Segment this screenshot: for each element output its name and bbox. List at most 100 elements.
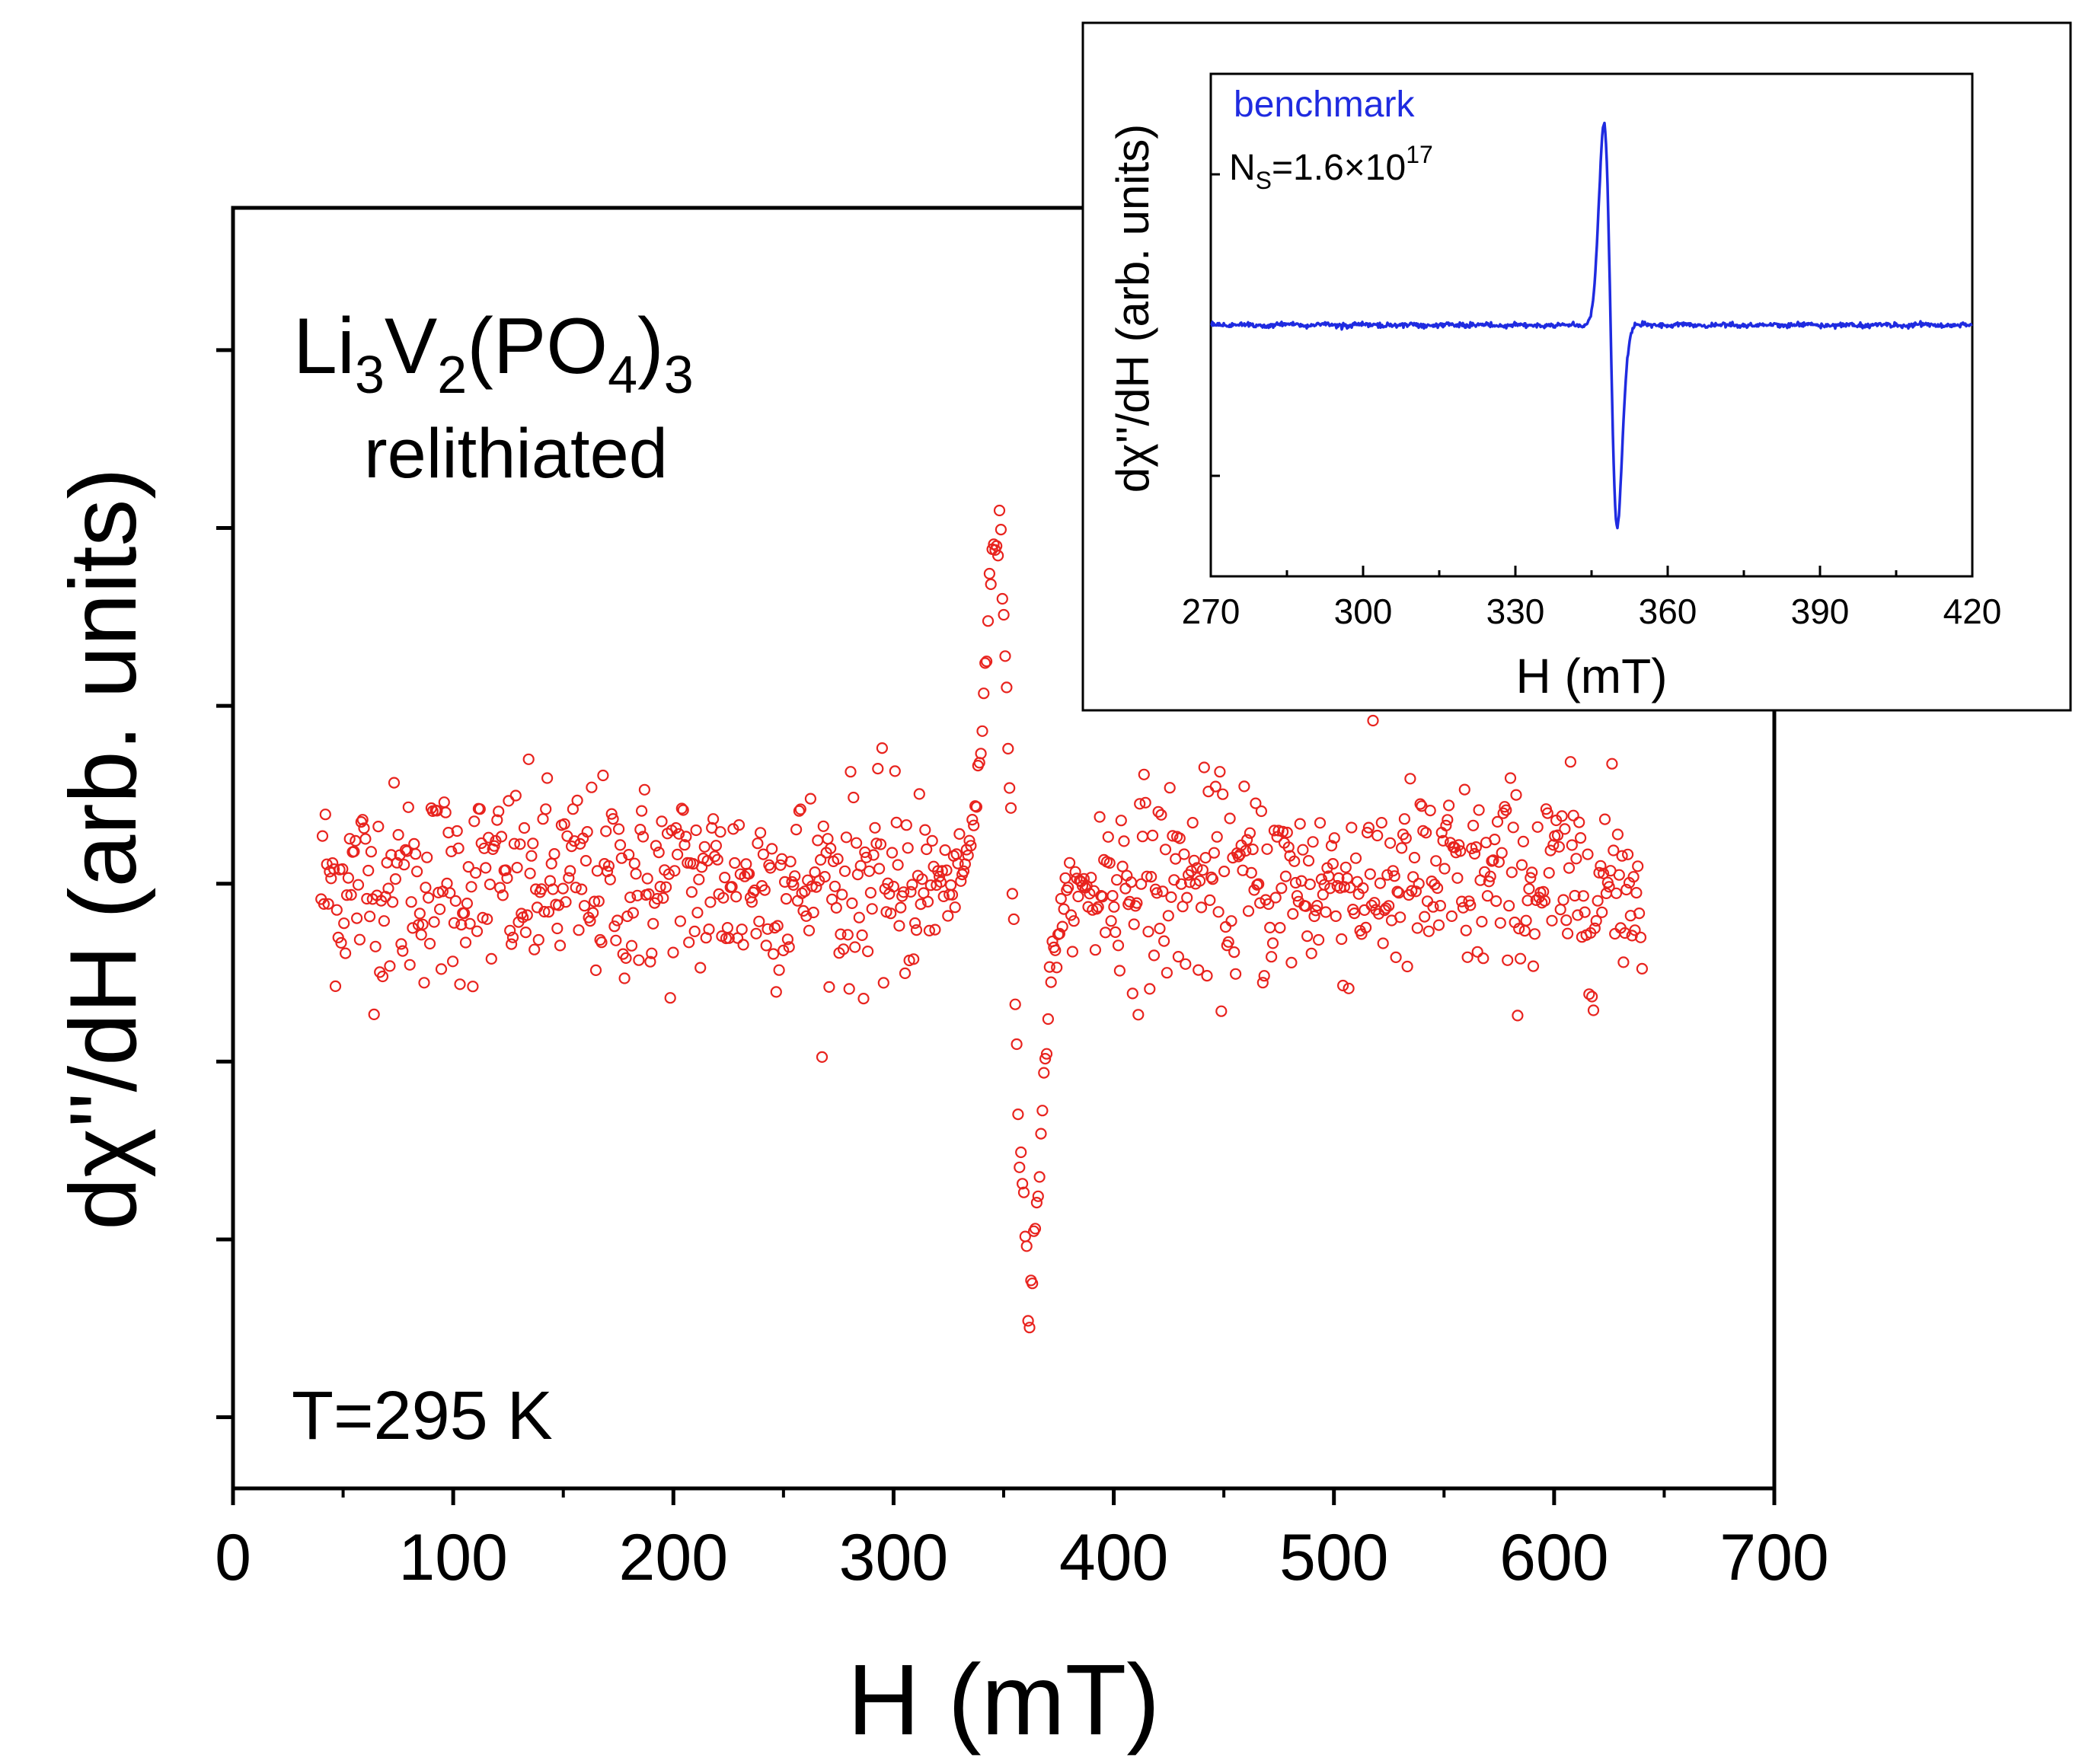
inset-x-tick-label: 420 xyxy=(1943,592,2002,631)
data-point xyxy=(1063,856,1076,869)
data-point xyxy=(1214,766,1226,778)
data-point xyxy=(1424,804,1436,817)
data-point xyxy=(873,863,886,875)
data-point xyxy=(654,880,666,893)
data-point xyxy=(439,806,452,818)
data-point xyxy=(1328,832,1340,844)
data-point xyxy=(825,842,837,855)
data-point xyxy=(1144,983,1156,995)
data-point xyxy=(1566,839,1578,851)
data-point xyxy=(1510,789,1522,801)
data-point xyxy=(1484,870,1496,882)
data-point xyxy=(1265,951,1278,963)
data-point xyxy=(807,906,819,919)
data-point xyxy=(1218,865,1231,878)
data-point xyxy=(1300,900,1312,912)
data-point xyxy=(343,833,356,845)
data-point xyxy=(932,865,944,877)
data-point xyxy=(966,813,979,826)
data-point xyxy=(806,880,818,892)
data-point xyxy=(1193,964,1205,976)
data-point xyxy=(762,923,774,935)
data-point xyxy=(1017,1186,1030,1198)
data-point xyxy=(564,865,576,877)
data-point xyxy=(1011,1038,1023,1051)
data-point xyxy=(1180,958,1192,970)
data-point xyxy=(1170,853,1182,865)
data-point xyxy=(921,895,934,908)
data-point xyxy=(335,936,347,949)
data-point xyxy=(1116,860,1129,872)
data-point xyxy=(1384,837,1397,849)
data-point xyxy=(939,844,951,856)
data-point xyxy=(996,592,1008,605)
data-point xyxy=(840,831,853,844)
data-point xyxy=(754,827,767,839)
data-point xyxy=(1315,873,1328,885)
data-point xyxy=(1016,1178,1029,1190)
data-point xyxy=(1152,805,1164,818)
data-point xyxy=(1305,947,1317,959)
data-point xyxy=(1431,882,1444,895)
data-point xyxy=(991,550,1004,562)
main-x-tick-label: 0 xyxy=(215,1521,251,1594)
data-point xyxy=(624,892,637,904)
data-point xyxy=(618,972,631,984)
data-point xyxy=(953,828,966,841)
data-point xyxy=(356,814,369,826)
data-point xyxy=(461,897,474,910)
data-point xyxy=(929,923,941,936)
data-point xyxy=(385,849,398,861)
data-point xyxy=(465,881,477,893)
data-point xyxy=(1336,979,1349,992)
data-point xyxy=(488,840,500,852)
formula-part: (PO xyxy=(467,302,608,391)
data-point xyxy=(1575,831,1587,844)
data-point xyxy=(1128,918,1140,930)
formula-part: ) xyxy=(637,302,664,391)
data-point xyxy=(1395,842,1408,854)
data-point xyxy=(395,938,407,950)
data-point xyxy=(1036,1105,1049,1117)
data-point xyxy=(1504,772,1517,784)
data-point xyxy=(784,856,797,868)
data-point xyxy=(1015,1146,1027,1159)
inset-x-tick-label: 330 xyxy=(1486,592,1545,631)
data-point xyxy=(1195,901,1208,914)
data-point xyxy=(610,934,622,946)
data-point xyxy=(674,915,687,927)
data-point xyxy=(1157,935,1170,947)
data-point xyxy=(1442,799,1455,812)
data-point xyxy=(1567,809,1579,821)
data-point xyxy=(1199,851,1212,864)
data-point xyxy=(1175,878,1187,890)
formula-subscript: 4 xyxy=(608,345,637,404)
data-point xyxy=(1276,825,1289,838)
data-point xyxy=(940,864,953,876)
data-point xyxy=(1211,831,1223,843)
data-point xyxy=(340,947,352,959)
inset-y-axis-label: dχ''/dH (arb. units) xyxy=(1107,124,1158,493)
data-point xyxy=(1204,894,1216,907)
data-point xyxy=(1349,852,1362,864)
data-point xyxy=(1598,867,1610,879)
data-point xyxy=(1051,962,1063,974)
data-point xyxy=(1308,910,1320,923)
data-point xyxy=(1331,879,1343,892)
data-point xyxy=(451,825,463,837)
data-point xyxy=(1167,830,1179,842)
data-point xyxy=(957,865,970,877)
data-point xyxy=(1588,922,1601,934)
data-point xyxy=(1294,818,1306,830)
data-point xyxy=(1115,815,1127,827)
data-point xyxy=(402,801,414,813)
data-point xyxy=(518,821,531,834)
data-point xyxy=(404,959,416,971)
data-point xyxy=(399,844,412,856)
data-point xyxy=(866,903,878,915)
data-point xyxy=(1229,968,1242,980)
data-point xyxy=(464,917,476,930)
main-x-tick-label: 100 xyxy=(398,1521,508,1594)
data-point xyxy=(1312,933,1325,946)
data-point xyxy=(1596,906,1608,918)
